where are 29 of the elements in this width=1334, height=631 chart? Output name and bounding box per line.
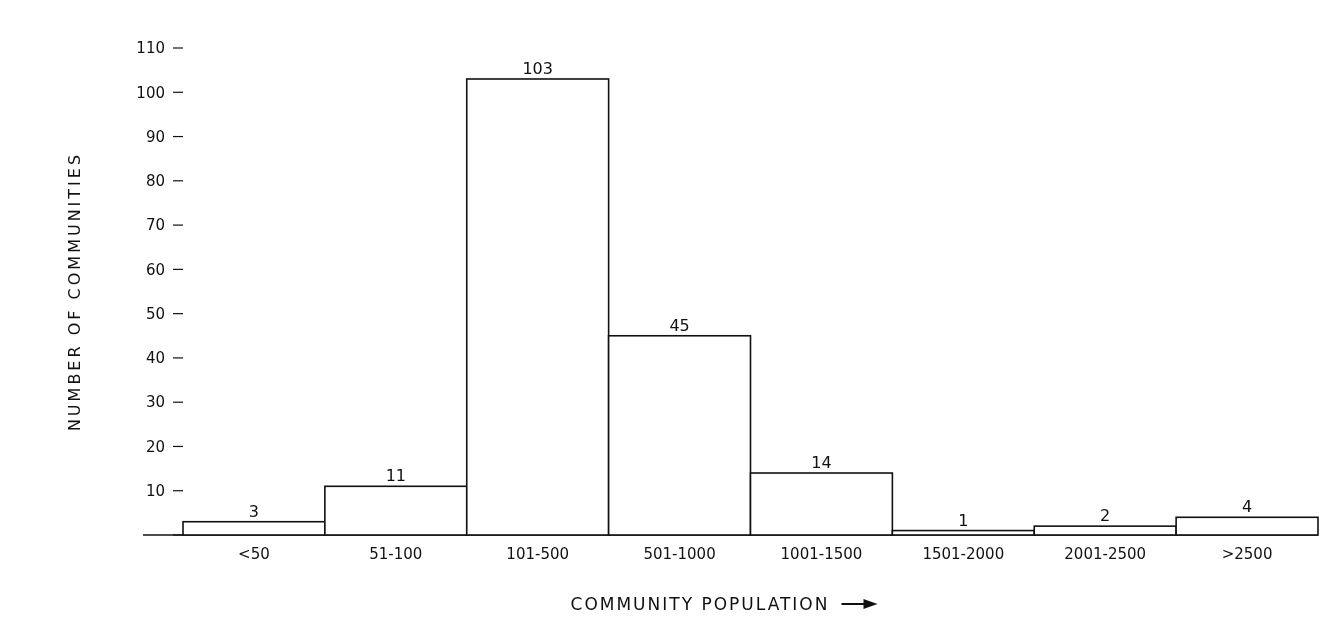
y-tick-label: 90 xyxy=(145,127,165,146)
x-tick-label: 501-1000 xyxy=(643,545,716,563)
y-tick-label: 40 xyxy=(145,349,165,368)
y-tick-label: 20 xyxy=(145,437,165,456)
y-axis-title: NUMBER OF COMMUNITIES xyxy=(65,151,84,432)
x-tick-label: 1501-2000 xyxy=(922,545,1005,563)
y-tick-label: 70 xyxy=(145,216,165,235)
data-label: 3 xyxy=(248,501,260,521)
y-tick-label: 80 xyxy=(145,172,165,191)
data-label: 45 xyxy=(669,315,690,335)
x-tick-label: 1001-1500 xyxy=(780,545,863,563)
y-tick-label: 50 xyxy=(145,304,165,323)
x-tick-label: >2500 xyxy=(1221,545,1273,563)
y-tick-label: 30 xyxy=(145,393,165,412)
data-label: 4 xyxy=(1241,497,1253,517)
x-tick-label: <50 xyxy=(238,545,270,563)
data-label: 103 xyxy=(522,58,553,78)
x-tick-label: 51-100 xyxy=(369,545,423,563)
y-tick-label: 10 xyxy=(145,482,165,501)
x-tick-label: 2001-2500 xyxy=(1064,545,1147,563)
data-label: 14 xyxy=(811,453,832,473)
data-label: 2 xyxy=(1100,506,1111,526)
y-tick-label: 100 xyxy=(136,83,165,102)
data-label: 11 xyxy=(385,466,406,486)
y-tick-label: 60 xyxy=(145,260,165,279)
x-axis-title: COMMUNITY POPULATION xyxy=(570,594,830,614)
data-label: 1 xyxy=(958,510,969,530)
y-tick-label: 110 xyxy=(136,39,165,58)
x-tick-label: 101-500 xyxy=(506,545,570,563)
